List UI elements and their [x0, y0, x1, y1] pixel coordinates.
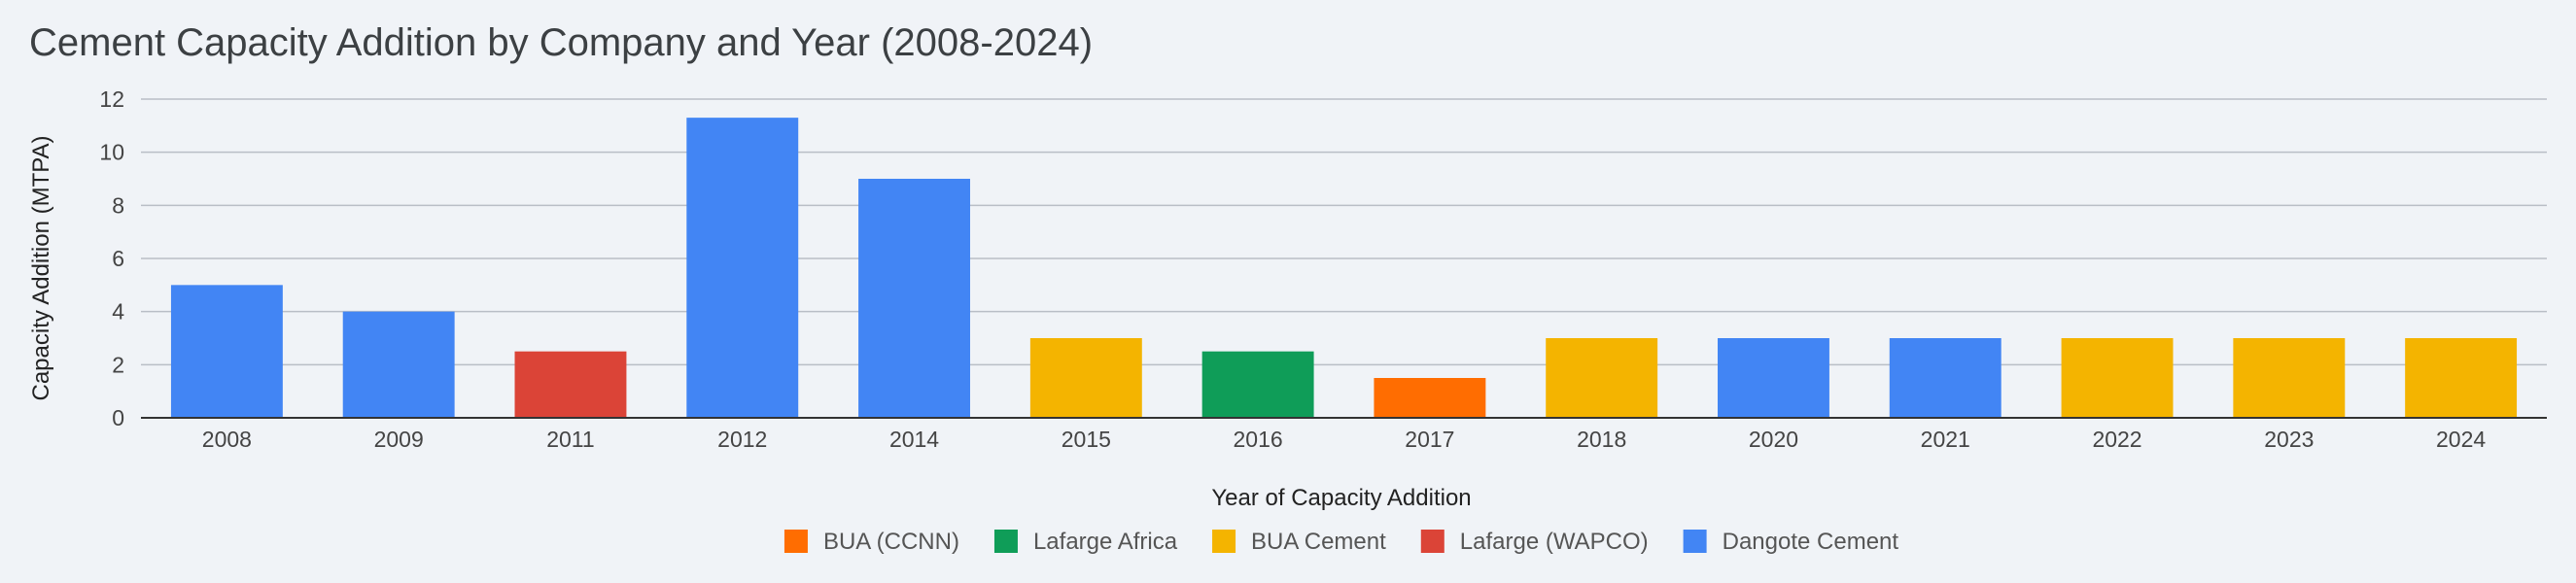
bar-2020[interactable]: [1718, 338, 1829, 418]
bars: [170, 118, 2518, 418]
legend-label: BUA (CCNN): [823, 529, 959, 555]
y-tick-label: 10: [99, 140, 124, 165]
legend-swatch: [993, 530, 1018, 553]
x-tick-label: 2009: [374, 427, 424, 452]
bar-2018[interactable]: [1546, 338, 1658, 418]
x-tick-label: 2015: [1062, 427, 1111, 452]
legend-item[interactable]: Dangote Cement: [1683, 529, 1899, 555]
x-tick-label: 2012: [717, 427, 767, 452]
y-tick-label: 12: [99, 86, 124, 112]
bar-2012[interactable]: [686, 118, 799, 418]
legend-item[interactable]: Lafarge (WAPCO): [1420, 529, 1649, 555]
x-tick-label: 2014: [889, 427, 939, 452]
bar-2024[interactable]: [2405, 338, 2518, 418]
legend-label: BUA Cement: [1251, 529, 1386, 555]
legend-label: Lafarge (WAPCO): [1460, 529, 1649, 555]
bar-2008[interactable]: [170, 285, 283, 418]
bar-2014[interactable]: [858, 179, 970, 418]
y-tick-label: 6: [112, 246, 124, 271]
y-tick-label: 8: [112, 192, 124, 218]
legend-item[interactable]: BUA (CCNN): [783, 529, 959, 555]
x-tick-label: 2016: [1234, 427, 1283, 452]
y-tick-label: 4: [112, 299, 124, 325]
bar-2022[interactable]: [2061, 338, 2174, 418]
x-axis-ticks: 2008 2009 2011 2012 2014 2015 2016 2017 2018 2020…: [202, 427, 2487, 452]
legend-item[interactable]: BUA Cement: [1212, 529, 1386, 555]
gridlines: [141, 98, 2547, 366]
bar-2011[interactable]: [514, 351, 627, 418]
bar-2016[interactable]: [1201, 351, 1314, 418]
legend-swatch: [1212, 530, 1236, 553]
bar-2021[interactable]: [1889, 338, 2002, 418]
x-axis-title: Year of Capacity Addition: [1211, 485, 1471, 511]
legend-label: Lafarge Africa: [1033, 529, 1178, 555]
legend-swatch: [1420, 530, 1445, 553]
x-tick-label: 2011: [546, 427, 594, 452]
legend-label: Dangote Cement: [1723, 529, 1899, 555]
y-axis-title: Capacity Addition (MTPA): [28, 136, 54, 401]
x-tick-label: 2008: [202, 427, 252, 452]
legend-swatch: [1683, 530, 1707, 553]
bar-2023[interactable]: [2233, 338, 2346, 418]
x-tick-label: 2023: [2264, 427, 2314, 452]
x-tick-label: 2022: [2092, 427, 2141, 452]
legend: BUA (CCNN) Lafarge Africa BUA Cement Lafarg…: [783, 529, 1899, 555]
bar-2017[interactable]: [1374, 378, 1486, 418]
bar-2009[interactable]: [342, 311, 455, 418]
x-tick-label: 2017: [1405, 427, 1454, 452]
bar-2015[interactable]: [1029, 338, 1142, 418]
legend-swatch: [783, 530, 808, 553]
x-tick-label: 2020: [1749, 427, 1798, 452]
chart-title: Cement Capacity Addition by Company and …: [29, 21, 1094, 64]
y-tick-label: 2: [112, 352, 124, 377]
x-tick-label: 2021: [1921, 427, 1970, 452]
y-tick-label: 0: [112, 405, 124, 430]
x-tick-label: 2018: [1577, 427, 1626, 452]
x-tick-label: 2024: [2436, 427, 2486, 452]
y-axis-ticks: 0 2 4 6 8 10 12: [99, 86, 124, 430]
legend-item[interactable]: Lafarge Africa: [993, 529, 1178, 555]
